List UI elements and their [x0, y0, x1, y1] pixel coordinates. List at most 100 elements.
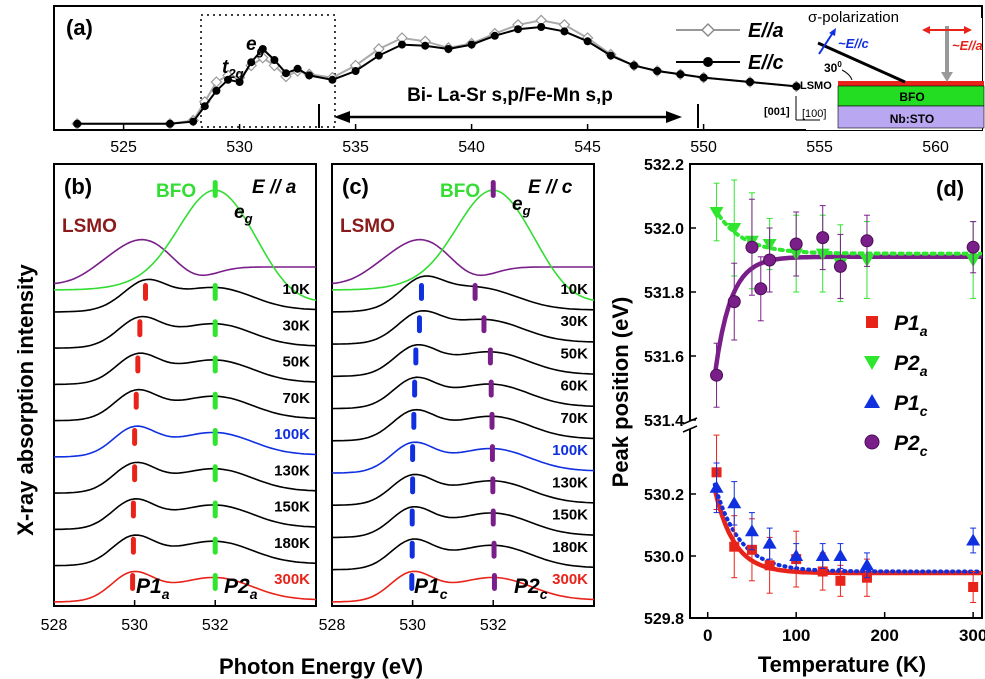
panel-b-spectrum-180K — [54, 534, 317, 567]
panel-d-x-tick-label: 200 — [870, 626, 898, 645]
range-arrow-right-head — [666, 111, 682, 123]
panel-c-spectrum-100K — [331, 441, 595, 474]
panel-b-p1-marker — [135, 355, 141, 374]
panel-c-title: E // c — [528, 177, 573, 198]
panel-b-spectrum-100K — [53, 425, 317, 458]
series-e-c-point — [746, 78, 754, 86]
panel-d: 0 100 200 300 531.4 531.6 531.8 532.0 532.2 529.8… — [608, 157, 985, 677]
inset-ea-arrowhead-right — [964, 26, 972, 34]
panel-b-lsmo-label: LSMO — [62, 216, 117, 237]
series-e-c-point — [328, 75, 337, 84]
inset-ec-label: ~E//c — [838, 36, 869, 51]
panel-c-temp-label: 50K — [560, 345, 588, 362]
axis-break-gap — [684, 421, 698, 429]
panel-c-spectrum-60K — [331, 376, 595, 410]
panel-c-bfo-reference — [331, 189, 595, 302]
panel-d-y-tick-label: 531.6 — [644, 349, 684, 366]
geometry-inset: σ-polarization BFO Nb:STO LSMO ~E//c ~E/… — [764, 9, 985, 130]
panel-b-temp-label: 180K — [274, 535, 310, 552]
panel-c-label: (c) — [342, 174, 369, 199]
panel-b-p1-marker — [130, 536, 136, 555]
panel-d-xlabel: Temperature (K) — [758, 652, 926, 677]
panel-c-p1-marker — [410, 444, 416, 463]
legend-label: P1a — [894, 312, 928, 339]
series-e-c-point — [247, 58, 256, 67]
panel-b-p2-marker — [212, 536, 218, 555]
panel-b-temp-label: 70K — [282, 390, 310, 407]
series-e-c-point — [398, 40, 406, 49]
panel-d-y-tick-label: 532.2 — [644, 157, 684, 174]
panel-c-p1-marker — [409, 508, 415, 527]
panel-b-p1-marker — [142, 283, 148, 301]
inset-dir-001: [001] — [764, 106, 790, 118]
panel-b-tick-label: 530 — [121, 617, 148, 634]
panel-c-p2-marker — [472, 283, 478, 301]
panel-c-p1-marker — [409, 573, 415, 591]
inset-lsmo-label: LSMO — [800, 80, 832, 92]
inset-sto-layer — [837, 105, 985, 129]
panel-c-temp-label: 300K — [552, 571, 588, 588]
series-e-c-point — [792, 82, 801, 91]
inset-ea-label: ~E//a — [952, 38, 983, 53]
point-p2c — [754, 282, 768, 296]
panel-c-lsmo-label: LSMO — [340, 216, 395, 237]
panel-c: 528 530 532 10K 30K 50K 60K 70K 100K 130K 150K 180… — [319, 163, 595, 634]
panel-a-tick-label: 540 — [458, 139, 485, 156]
inset-lsmo-layer — [838, 81, 984, 86]
panel-a: 525 530 535 540 545 550 555 560 (a) t2g eg Bi- … — [53, 5, 985, 156]
panel-b-temp-label: 150K — [274, 499, 310, 516]
point-p1a — [764, 560, 775, 571]
panel-c-temp-label: 30K — [560, 313, 588, 330]
point-p2a — [727, 223, 742, 235]
fit-p2c — [712, 254, 983, 378]
panel-c-tick-label: 528 — [319, 617, 346, 634]
panel-c-spectrum-150K — [332, 505, 595, 539]
panel-b-bfo-reference — [53, 189, 317, 302]
panel-a-label: (a) — [66, 15, 93, 40]
panel-b-eg-label: eg — [234, 202, 253, 226]
panel-b-tick-label: 532 — [202, 617, 229, 634]
series-e-c-point — [653, 67, 662, 75]
point-p1c — [744, 524, 759, 537]
series-e-a-point — [256, 51, 269, 64]
panel-b-spectrum-30K — [54, 315, 317, 349]
panel-b-p2-marker — [212, 355, 218, 374]
panel-d-x-tick-label: 100 — [782, 626, 810, 645]
point-p2c — [745, 240, 759, 254]
panel-c-p2-marker — [489, 411, 495, 430]
panel-c-p2-marker — [490, 476, 496, 495]
point-p1a — [968, 582, 979, 592]
series-e-c-point — [293, 64, 302, 73]
panel-b-spectrum-10K — [54, 278, 317, 313]
point-p1c — [833, 549, 848, 561]
axis-break-mark-bottom — [682, 425, 698, 433]
panel-b-p2-marker — [212, 319, 218, 338]
panel-b-label: (b) — [64, 174, 92, 199]
series-e-c-point — [73, 119, 82, 128]
panel-c-spectrum-130K — [332, 473, 595, 507]
series-e-c-point — [560, 27, 569, 36]
panel-b-temp-label: 100K — [274, 426, 310, 443]
inset-bfo-label: BFO — [899, 90, 924, 104]
point-p2c — [727, 295, 741, 309]
t2g-label: t2g — [222, 57, 244, 81]
series-e-c-point — [490, 31, 499, 40]
panel-b-p1-marker — [137, 319, 143, 338]
point-p2c — [710, 368, 724, 382]
panel-a-tick-label: 525 — [110, 139, 137, 156]
legend-marker — [864, 394, 880, 408]
inset-beam — [817, 41, 906, 84]
panel-a-tick-label: 550 — [690, 139, 717, 156]
panel-b-p2-marker — [212, 500, 218, 519]
panel-b-p2-marker — [212, 464, 218, 483]
panel-c-spectrum-300K — [331, 570, 595, 603]
series-e-c-point — [421, 41, 430, 50]
series-e-c-point — [224, 75, 232, 84]
point-p2c — [816, 231, 830, 245]
inset-ec-arrowhead — [829, 28, 836, 36]
panel-b: 528 530 532 10K 30K 50K 70K 100K 130K 150K 180K 30… — [41, 163, 317, 634]
panel-b-p1-marker — [130, 573, 136, 591]
eg-label-a: eg — [246, 34, 265, 58]
series-e-c-point — [699, 73, 708, 82]
panel-d-y-tick-label: 529.8 — [644, 611, 684, 628]
